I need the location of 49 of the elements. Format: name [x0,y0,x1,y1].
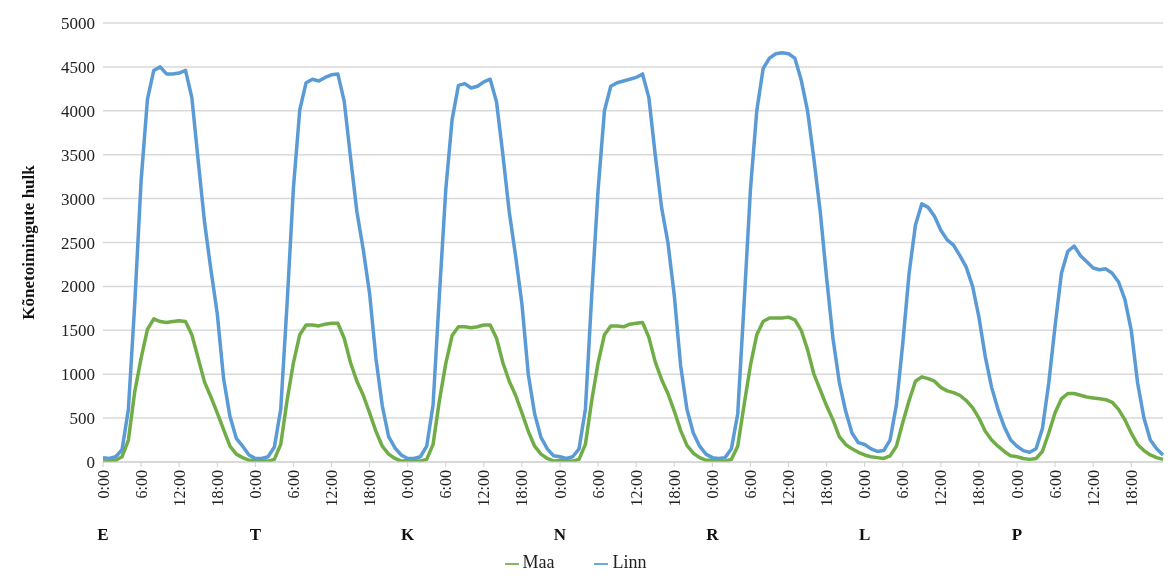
x-tick-label: 18:00 [1122,470,1140,507]
text: R [706,525,720,544]
x-tick-label: 0:00 [856,470,874,499]
x-tick-label: 6:00 [1046,470,1064,499]
x-tick-label: 18:00 [665,470,683,507]
text: L [859,525,871,544]
x-tick-label: 0:00 [399,470,417,499]
y-axis-title: Kõnetoimingute hulk [19,164,39,320]
x-tick-label: 12:00 [627,470,645,507]
x-tick-label: 12:00 [323,470,340,507]
y-tick-label: 4500 [61,57,95,77]
x-tick-label: 6:00 [284,470,302,499]
y-tick-label: 1500 [61,321,95,341]
legend-label: Maa [522,552,555,572]
y-tick-label: 3500 [61,145,95,165]
x-tick-label: 12:00 [780,470,798,507]
x-tick-label: 6:00 [437,470,455,499]
x-tick-label: 6:00 [132,470,150,499]
x-tick-label: 0:00 [246,470,264,499]
y-tick-label: 5000 [61,14,95,34]
x-tick-label: 12:00 [932,470,950,507]
x-tick-label: 0:00 [94,470,112,499]
text: T [249,525,262,544]
text: N [553,525,567,544]
x-tick-label: 0:00 [1008,470,1026,499]
x-tick-label: 6:00 [589,470,607,499]
x-tick-label: 18:00 [208,470,226,507]
x-tick-label: 18:00 [361,470,379,507]
text: E [97,525,109,544]
text: P [1011,525,1023,544]
x-tick-label: 12:00 [1084,470,1102,507]
y-tick-label: 0 [86,453,95,473]
x-tick-label: 18:00 [818,470,836,507]
x-tick-label: 12:00 [170,470,188,507]
y-tick-label: 2000 [61,277,95,297]
legend-label: Linn [612,552,647,572]
y-tick-label: 2500 [61,233,95,253]
x-tick-label: 12:00 [475,470,493,507]
y-tick-label: 1000 [61,365,95,385]
x-tick-label: 18:00 [513,470,531,507]
y-tick-label: 4000 [61,101,95,121]
x-tick-label: 6:00 [741,470,759,499]
x-tick-label: 0:00 [703,470,721,499]
y-tick-label: 3000 [61,189,95,209]
y-tick-label: 500 [69,409,95,429]
x-tick-label: 0:00 [551,470,569,499]
x-tick-label: 18:00 [970,470,988,507]
x-tick-label: 6:00 [894,470,912,499]
text: K [401,525,416,544]
